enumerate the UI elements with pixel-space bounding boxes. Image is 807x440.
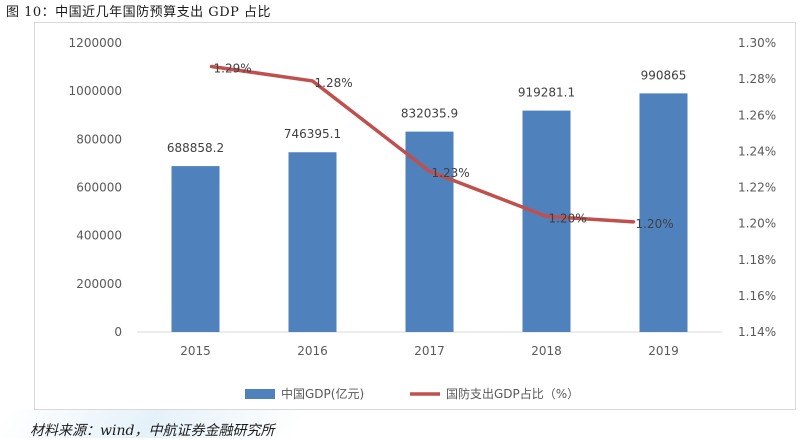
line-data-label: 1.28% — [315, 76, 353, 90]
y-left-tick-label: 600000 — [76, 181, 122, 195]
y-right-tick-label: 1.30% — [738, 36, 776, 50]
bar-gdp — [171, 166, 220, 332]
line-defense-share — [209, 64, 636, 224]
line-data-label: 1.29% — [214, 61, 252, 75]
line-data-label: 1.23% — [432, 166, 470, 180]
y-left-tick-label: 0 — [114, 325, 122, 339]
x-tick-label: 2017 — [414, 344, 445, 358]
y-right-tick-label: 1.24% — [738, 144, 776, 158]
bar-data-label: 919281.1 — [518, 86, 575, 100]
bar-data-label: 688858.2 — [167, 141, 224, 155]
y-left-tick-label: 800000 — [76, 132, 122, 146]
y-left-tick-label: 1200000 — [69, 36, 122, 50]
y-left-tick-label: 1000000 — [69, 84, 122, 98]
x-tick-label: 2019 — [648, 344, 679, 358]
source-note: 材料来源：wind，中航证券金融研究所 — [30, 423, 275, 439]
y-right-tick-label: 1.18% — [738, 253, 776, 267]
bar-gdp — [288, 152, 337, 332]
y-right-tick-label: 1.14% — [738, 325, 776, 339]
bar-gdp — [522, 110, 571, 332]
y-right-tick-label: 1.20% — [738, 217, 776, 231]
legend-label-share: 国防支出GDP占比（%） — [446, 386, 579, 401]
y-right-tick-label: 1.22% — [738, 181, 776, 195]
figure-title: 图 10：中国近几年国防预算支出 GDP 占比 — [6, 5, 271, 20]
chart-frame — [34, 22, 796, 410]
y-right-tick-label: 1.26% — [738, 108, 776, 122]
x-tick-label: 2018 — [531, 344, 562, 358]
bar-data-label: 990865 — [641, 68, 687, 82]
y-left-tick-label: 200000 — [76, 277, 122, 291]
line-data-label: 1.20% — [636, 217, 674, 231]
bar-gdp — [639, 93, 688, 333]
legend-label-gdp: 中国GDP(亿元) — [281, 386, 364, 401]
bar-data-label: 746395.1 — [284, 127, 341, 141]
bar-gdp — [405, 131, 454, 332]
y-left-tick-label: 400000 — [76, 229, 122, 243]
legend-swatch-gdp — [245, 389, 275, 399]
bar-data-label: 832035.9 — [401, 107, 458, 121]
y-right-tick-label: 1.16% — [738, 289, 776, 303]
y-right-tick-label: 1.28% — [738, 72, 776, 86]
line-data-label: 1.20% — [549, 211, 587, 225]
x-tick-label: 2015 — [180, 344, 211, 358]
x-tick-label: 2016 — [297, 344, 328, 358]
